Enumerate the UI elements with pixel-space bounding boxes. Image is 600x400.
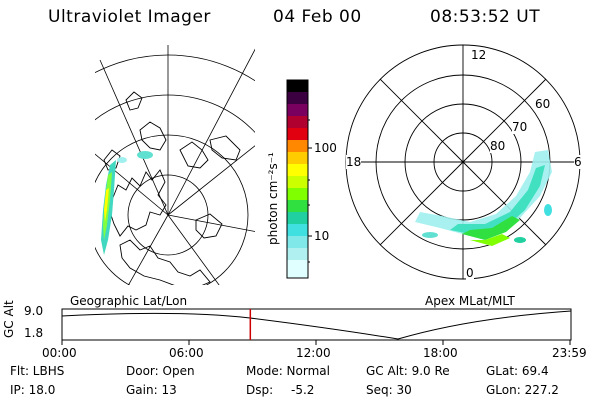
glon-readout: GLon: 227.2 — [486, 383, 559, 397]
gc-alt-readout: GC Alt: 9.0 Re — [366, 364, 450, 378]
mlt-label-12: 12 — [470, 48, 488, 62]
colorbar-unit-label: photon cm⁻²s⁻¹ — [266, 152, 280, 245]
gain-readout: Gain: 13 — [126, 383, 177, 397]
apex-panel-label: Apex MLat/MLT — [425, 294, 515, 308]
date-label: 04 Feb 00 — [273, 7, 362, 27]
color-bar — [286, 79, 312, 279]
timeline-x-label-3: 18:00 — [423, 346, 458, 360]
colorbar-tick-100: 100 — [314, 141, 337, 155]
geo-panel-label: Geographic Lat/Lon — [70, 294, 188, 308]
timeline-x-label-1: 06:00 — [169, 346, 204, 360]
mode-readout: Mode: Normal — [246, 364, 330, 378]
door-readout: Door: Open — [126, 364, 195, 378]
mlt-label-18: 18 — [346, 155, 362, 169]
timeline-y-label-top: 9.0 — [24, 304, 44, 318]
colorbar-tick-10: 10 — [314, 229, 330, 243]
instrument-title: Ultraviolet Imager — [48, 7, 211, 27]
glat-readout: GLat: 69.4 — [486, 364, 549, 378]
timeline-y-label-bottom: 1.8 — [24, 326, 44, 340]
timeline-x-label-2: 12:00 — [296, 346, 331, 360]
seq-readout: Seq: 30 — [366, 383, 412, 397]
timeline-x-label-4: 23:59 — [552, 346, 587, 360]
mlt-label-6: 6 — [574, 155, 582, 169]
timeline-x-label-0: 00:00 — [42, 346, 77, 360]
apex-aurora — [415, 150, 552, 246]
filter-readout: Flt: LBHS — [10, 364, 65, 378]
dsp-label: Dsp: — [246, 383, 274, 397]
geo-aurora — [101, 151, 153, 255]
ip-readout: IP: 18.0 — [10, 383, 56, 397]
geographic-map — [95, 45, 255, 285]
mlat-label-70: 70 — [512, 120, 528, 134]
mlat-label-80: 80 — [490, 139, 506, 153]
mlt-label-0: 0 — [466, 266, 474, 280]
timeline-plot — [61, 308, 572, 345]
timeline-axis-label: GC Alt — [2, 300, 16, 338]
time-label: 08:53:52 UT — [430, 7, 541, 27]
dsp-value: -5.2 — [291, 383, 315, 397]
mlat-label-60: 60 — [535, 97, 551, 111]
